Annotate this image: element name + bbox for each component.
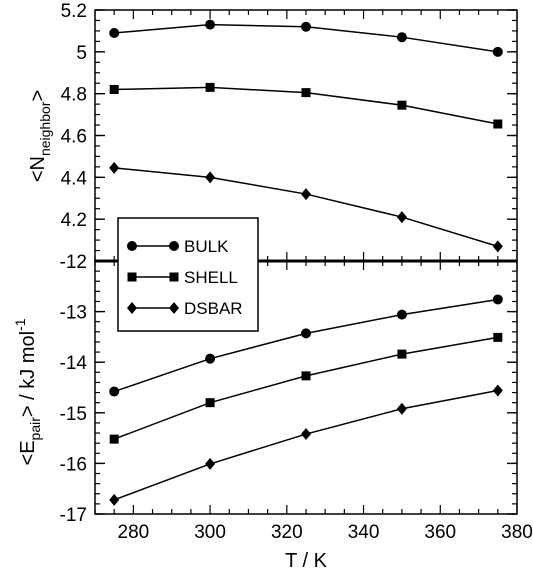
top-ylabel-end: >: [27, 90, 49, 102]
bottom-ylabel: <Epair> / kJ mol-1: [12, 318, 43, 465]
bottom-point-dsbar: [205, 457, 216, 470]
top-point-bulk: [205, 19, 216, 30]
bottom-y-tick-label: -15: [60, 404, 87, 425]
bottom-point-shell: [397, 349, 407, 359]
legend-label-dsbar: DSBAR: [184, 299, 243, 318]
bottom-panel: -17 -16 -15 -14 -13 -12 280 300 320 340 360 380: [60, 252, 533, 543]
top-y-tick-label: 4.6: [61, 127, 87, 148]
bottom-ylabel-end: > / kJ mol: [17, 331, 39, 417]
bottom-y-tick-label: -14: [60, 353, 88, 374]
legend-box: [117, 217, 259, 332]
top-point-dsbar: [396, 211, 407, 224]
x-tick-label: 380: [501, 522, 533, 543]
top-point-shell: [493, 119, 503, 129]
bottom-point-shell: [205, 398, 215, 408]
bottom-point-bulk: [301, 328, 311, 339]
bottom-point-shell: [493, 332, 503, 342]
legend-entries: BULK SHELL DSBAR: [127, 237, 243, 318]
top-point-shell: [397, 100, 407, 110]
top-panel: 4.2 4.4 4.6 4.8 5 5.2: [61, 1, 518, 262]
x-tick-label: 360: [424, 522, 456, 543]
x-tick-label: 300: [194, 522, 226, 543]
top-y-tick-label: 4.8: [61, 85, 87, 106]
top-point-dsbar: [492, 240, 503, 253]
bottom-point-dsbar: [492, 384, 503, 397]
top-ylabel-main: <N: [27, 156, 49, 182]
top-point-shell: [109, 84, 119, 94]
top-ylabel-sub: neighbor: [37, 101, 53, 156]
top-y-tick-label: 4.4: [61, 168, 88, 189]
top-point-bulk: [109, 28, 120, 39]
top-point-bulk: [301, 21, 311, 32]
bottom-ylabel-sub: pair: [27, 417, 43, 441]
legend-marker-dsbar: [127, 302, 137, 314]
top-y-tick-label: 4.2: [61, 210, 87, 231]
bottom-point-bulk: [109, 386, 120, 397]
bottom-ylabel-main: <E: [17, 440, 39, 465]
legend-label-bulk: BULK: [184, 237, 229, 256]
top-y-tick-label: 5.2: [61, 1, 87, 22]
legend-marker-bulk: [169, 241, 179, 251]
x-tick-label: 320: [271, 522, 303, 543]
x-tick-label: 340: [348, 522, 380, 543]
top-y-tick-label: 5: [76, 43, 87, 64]
bottom-y-tick-label: -17: [60, 505, 87, 526]
x-tick-label: 280: [118, 522, 150, 543]
bottom-y-tick-label: -13: [60, 303, 87, 324]
legend: BULK SHELL DSBAR: [117, 217, 259, 332]
legend-label-shell: SHELL: [184, 268, 238, 287]
top-point-shell: [205, 82, 215, 92]
top-point-dsbar: [301, 188, 311, 201]
bottom-point-shell: [109, 434, 119, 444]
bottom-point-dsbar: [301, 428, 311, 441]
x-axis-label: T / K: [285, 550, 328, 572]
bottom-series-line-dsbar: [113, 389, 498, 501]
top-point-bulk: [492, 46, 503, 57]
bottom-point-bulk: [205, 353, 216, 364]
bottom-y-tick-label: -16: [60, 454, 87, 475]
bottom-series-line-shell: [113, 336, 498, 440]
bottom-ylabel-sup: -1: [12, 318, 28, 331]
top-point-bulk: [396, 32, 407, 43]
legend-marker-shell: [169, 272, 179, 282]
top-point-dsbar: [205, 171, 216, 184]
bottom-point-dsbar: [396, 402, 407, 415]
bottom-point-bulk: [396, 309, 407, 320]
legend-marker-shell: [127, 272, 137, 282]
bottom-y-tick-label: -12: [60, 252, 87, 273]
top-ylabel: <Nneighbor>: [27, 90, 53, 182]
bottom-point-shell: [301, 371, 311, 381]
bottom-point-bulk: [492, 294, 503, 305]
legend-marker-dsbar: [169, 302, 179, 314]
legend-marker-bulk: [127, 241, 137, 251]
top-point-shell: [301, 88, 311, 98]
top-point-dsbar: [109, 161, 120, 174]
bottom-point-dsbar: [109, 493, 120, 506]
